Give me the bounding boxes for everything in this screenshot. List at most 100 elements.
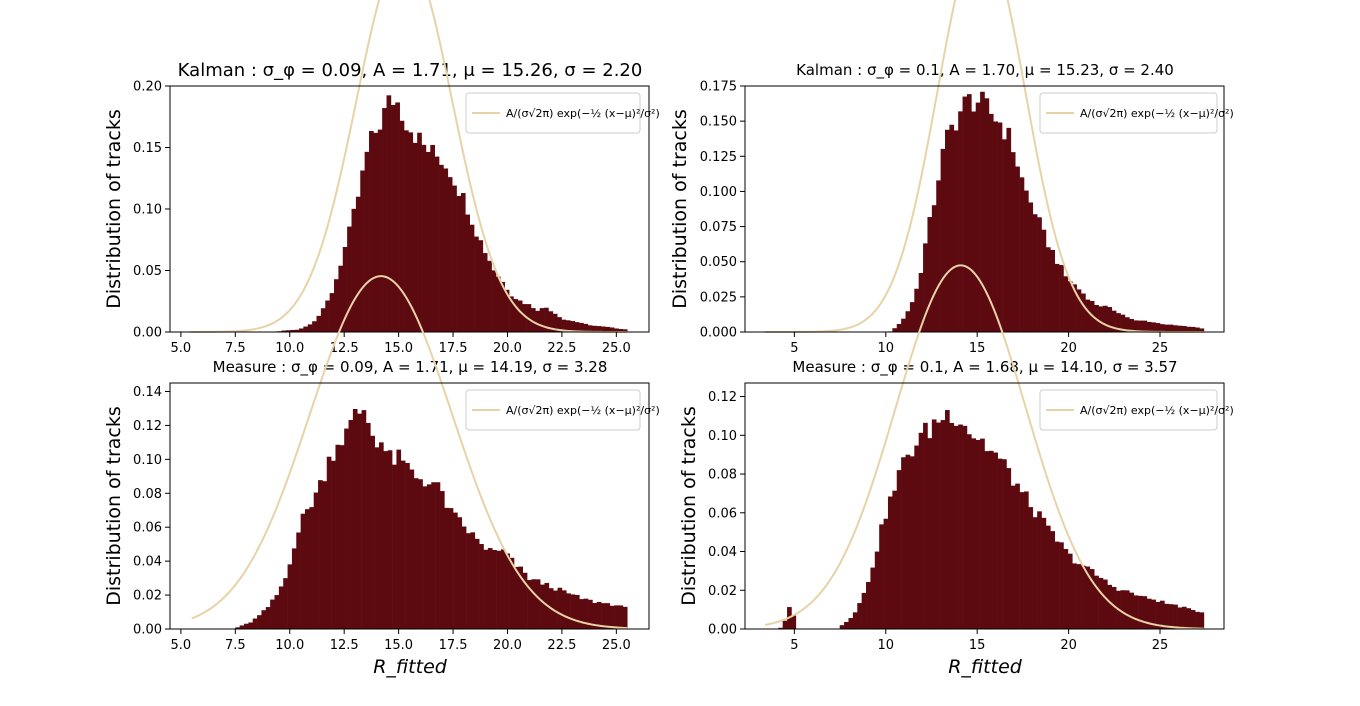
x-tick-label: 5.0 xyxy=(171,341,192,356)
x-tick-label: 20 xyxy=(1060,341,1077,356)
histogram-bar xyxy=(339,445,345,629)
histogram-bar xyxy=(870,567,876,629)
histogram-bar xyxy=(778,627,783,629)
subplot-measure-009: Measure : σ_φ = 0.09, A = 1.71, μ = 14.1… xyxy=(103,275,660,678)
y-tick-label: 0.10 xyxy=(133,203,162,218)
histogram-bar xyxy=(1155,323,1161,332)
histogram-bar xyxy=(513,299,519,332)
histogram-bar xyxy=(1094,575,1099,629)
histogram-bar xyxy=(1037,217,1042,332)
histogram-bar xyxy=(953,130,959,332)
histogram-bar xyxy=(1045,525,1051,629)
histogram-bar xyxy=(1085,566,1091,629)
histogram-bar xyxy=(318,480,323,629)
histogram-bar xyxy=(535,579,541,629)
histogram-bar xyxy=(360,170,365,332)
x-tick-label: 20.0 xyxy=(493,341,522,356)
histogram-bar xyxy=(299,328,304,332)
x-tick-label: 5 xyxy=(790,341,798,356)
x-tick-labels: 5 10 15 20 25 xyxy=(790,332,1168,356)
histogram-bar xyxy=(901,457,906,629)
histogram-bar xyxy=(1102,579,1108,629)
y-tick-labels: 0.00 0.02 0.04 0.06 0.08 0.10 0.12 0.14 xyxy=(133,385,170,638)
histogram-bar xyxy=(390,105,396,332)
histogram-bar xyxy=(364,151,370,332)
histogram-bar xyxy=(592,603,598,629)
histogram-bars xyxy=(235,409,628,629)
histogram-bar xyxy=(1177,325,1183,332)
histogram-bar xyxy=(409,469,415,629)
x-tick-label: 15.0 xyxy=(384,638,413,653)
histogram-bar xyxy=(392,464,397,629)
histogram-bar xyxy=(1190,326,1196,332)
y-tick-label: 0.025 xyxy=(700,290,737,305)
histogram-bar xyxy=(570,321,576,332)
histogram-bar xyxy=(614,328,619,332)
histogram-bar xyxy=(966,94,972,332)
histogram-bar xyxy=(382,108,387,332)
histogram-bar xyxy=(1129,592,1134,629)
legend-box xyxy=(1039,389,1218,431)
histogram-bar xyxy=(316,315,322,332)
subplot-title: Kalman : σ_φ = 0.1, A = 1.70, μ = 15.23,… xyxy=(796,61,1174,80)
histogram-bar xyxy=(887,496,893,629)
legend-entry: A/(σ√2π) exp(−½ (x−μ)²/σ²) xyxy=(506,404,660,417)
histogram-bar xyxy=(1142,320,1148,332)
x-tick-label: 22.5 xyxy=(547,638,576,653)
x-tick-label: 12.5 xyxy=(330,638,359,653)
histogram-bars xyxy=(778,410,1205,629)
histogram-bar xyxy=(530,308,536,332)
histogram-bar xyxy=(1019,177,1025,332)
histogram-bar xyxy=(373,132,379,332)
x-tick-label: 7.5 xyxy=(225,341,246,356)
y-tick-label: 0.10 xyxy=(133,453,162,468)
x-tick-label: 22.5 xyxy=(547,341,576,356)
histogram-bar xyxy=(1164,603,1170,629)
y-tick-label: 0.10 xyxy=(708,429,737,444)
histogram-bar xyxy=(984,451,990,629)
histogram-bar xyxy=(1195,611,1200,629)
histogram-bar xyxy=(1181,606,1187,629)
histogram-bar xyxy=(278,586,284,629)
x-tick-label: 25 xyxy=(1152,638,1169,653)
histogram-bar xyxy=(975,102,981,333)
y-tick-labels: 0.00 0.02 0.04 0.06 0.08 0.10 0.12 xyxy=(708,390,745,638)
x-tick-labels: 5 10 15 20 25 xyxy=(790,629,1168,653)
histogram-bar xyxy=(844,621,849,629)
histogram-bar xyxy=(509,296,514,332)
y-tick-labels: 0.00 0.05 0.10 0.15 0.20 xyxy=(133,80,170,341)
legend-box xyxy=(1039,92,1218,134)
histogram-bar xyxy=(352,409,358,629)
subplot-kalman-009: Kalman : σ_φ = 0.09, A = 1.71, μ = 15.26… xyxy=(103,0,660,356)
histogram-bar xyxy=(993,121,998,332)
histogram-bar xyxy=(971,111,977,333)
histogram-bar xyxy=(257,615,262,629)
x-tick-label: 7.5 xyxy=(225,638,246,653)
histogram-bar xyxy=(609,605,615,629)
histogram-bar xyxy=(1010,485,1016,629)
legend: A/(σ√2π) exp(−½ (x−μ)²/σ²) xyxy=(1039,389,1234,431)
histogram-bar xyxy=(421,144,427,332)
y-tick-label: 0.05 xyxy=(133,264,162,279)
subplot-title: Kalman : σ_φ = 0.09, A = 1.71, μ = 15.26… xyxy=(178,60,643,81)
x-tick-label: 10.0 xyxy=(275,341,304,356)
histogram-bar xyxy=(852,612,858,629)
histogram-bar xyxy=(997,122,1003,333)
y-tick-label: 0.100 xyxy=(700,185,737,200)
histogram-bar xyxy=(531,579,537,629)
histogram-bar xyxy=(244,623,249,629)
histogram-bar xyxy=(469,224,475,332)
histogram-bar xyxy=(1002,459,1007,629)
histogram-bar xyxy=(377,129,383,332)
histogram-bar xyxy=(962,425,968,629)
histogram-bar xyxy=(592,325,597,332)
histogram-bar xyxy=(1032,517,1038,629)
histogram-bar xyxy=(248,622,254,629)
x-tick-label: 25.0 xyxy=(602,341,631,356)
histogram-bar xyxy=(1054,263,1060,332)
x-tick-label: 10 xyxy=(878,638,895,653)
x-tick-label: 15 xyxy=(969,638,986,653)
histogram-bar xyxy=(1181,326,1187,332)
histogram-bar xyxy=(1142,596,1148,629)
histogram-bar xyxy=(1072,284,1077,332)
